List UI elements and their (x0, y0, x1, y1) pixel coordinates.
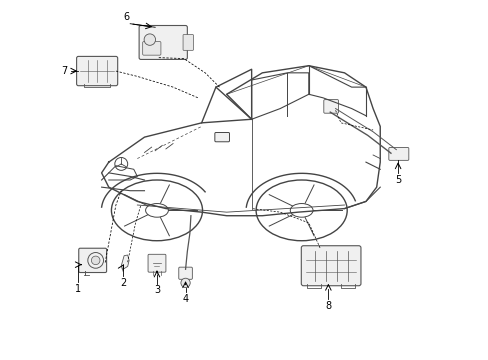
FancyBboxPatch shape (148, 254, 165, 272)
Text: 6: 6 (123, 12, 129, 22)
Text: 3: 3 (154, 285, 160, 296)
Text: 5: 5 (394, 175, 401, 185)
Circle shape (91, 256, 100, 265)
FancyBboxPatch shape (214, 132, 229, 142)
Circle shape (144, 34, 155, 45)
FancyBboxPatch shape (79, 248, 106, 273)
Circle shape (181, 278, 190, 288)
Text: 4: 4 (182, 294, 188, 303)
FancyBboxPatch shape (77, 57, 118, 86)
FancyBboxPatch shape (179, 267, 192, 279)
FancyBboxPatch shape (183, 35, 193, 50)
Polygon shape (121, 255, 129, 269)
Text: 7: 7 (61, 66, 67, 76)
FancyBboxPatch shape (388, 148, 408, 160)
FancyBboxPatch shape (301, 246, 360, 286)
Text: 2: 2 (120, 278, 126, 288)
FancyBboxPatch shape (139, 26, 187, 59)
FancyBboxPatch shape (323, 100, 338, 113)
Text: 1: 1 (75, 284, 81, 294)
FancyBboxPatch shape (142, 41, 161, 55)
Text: 8: 8 (325, 301, 331, 311)
